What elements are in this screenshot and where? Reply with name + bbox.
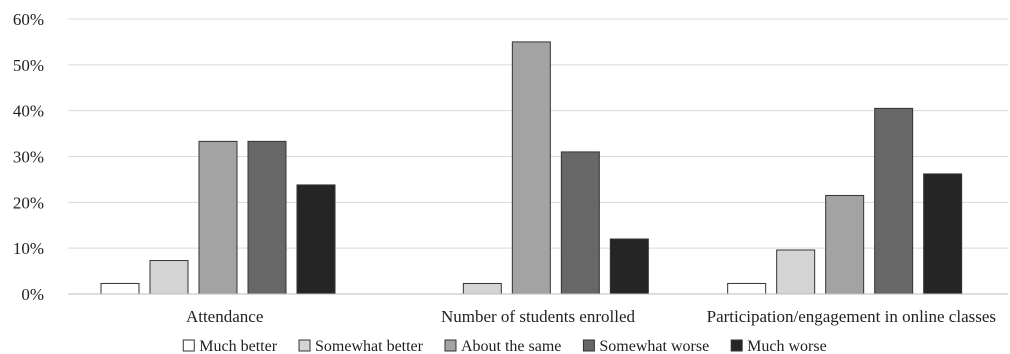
legend-label: Much worse [747, 338, 827, 354]
bar [727, 282, 767, 295]
bar [609, 238, 649, 295]
x-category-label: Attendance [186, 307, 263, 326]
y-tick-label: 0% [21, 285, 44, 304]
bar [874, 107, 914, 295]
legend-swatch [582, 339, 595, 352]
legend-item: Much better [182, 338, 278, 354]
y-tick-label: 40% [13, 102, 44, 121]
y-tick-label: 50% [13, 56, 44, 75]
bars [100, 41, 963, 295]
legend-swatch [730, 339, 743, 352]
bar [923, 173, 963, 295]
x-axis-category-labels: Attendance Number of students enrolled Par… [186, 307, 996, 326]
x-category-label: Participation/engagement in online class… [707, 307, 996, 326]
legend-item: Somewhat better [298, 338, 424, 354]
y-tick-label: 60% [13, 10, 44, 29]
legend-label: Much better [199, 338, 277, 354]
bar [776, 249, 816, 295]
legend-item: Much worse [730, 338, 827, 354]
bar [560, 151, 600, 295]
bar [825, 194, 865, 295]
legend-item: About the same [444, 338, 561, 354]
legend-label: About the same [461, 338, 561, 354]
y-tick-label: 30% [13, 148, 44, 167]
legend-swatch [298, 339, 311, 352]
bar [149, 260, 189, 295]
bar [247, 140, 287, 295]
legend: Much better Somewhat better About the same… [182, 338, 827, 354]
bar [198, 140, 238, 295]
legend-item: Somewhat worse [582, 338, 709, 354]
legend-label: Somewhat worse [599, 338, 709, 354]
y-axis-tick-labels: 0% 10% 20% 30% 40% 50% 60% [13, 10, 44, 304]
legend-label: Somewhat better [315, 338, 424, 354]
legend-swatch [444, 339, 457, 352]
x-category-label: Number of students enrolled [441, 307, 636, 326]
bar [100, 282, 140, 295]
bar [462, 282, 502, 295]
bar [296, 184, 336, 295]
legend-swatch [182, 339, 195, 352]
y-tick-label: 10% [13, 239, 44, 258]
bar [511, 41, 551, 295]
y-tick-label: 20% [13, 193, 44, 212]
